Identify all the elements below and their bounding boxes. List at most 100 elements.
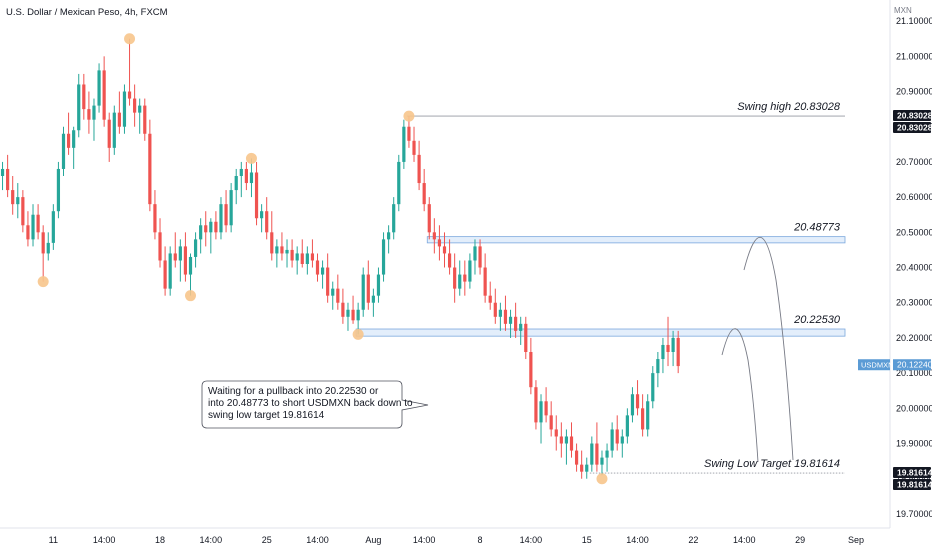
candle-down[interactable] — [529, 352, 533, 388]
candle-down[interactable] — [254, 172, 259, 219]
candle-up[interactable] — [646, 401, 650, 430]
candle-up[interactable] — [31, 214, 35, 240]
candle-down[interactable] — [412, 140, 416, 155]
zone-rectangle[interactable] — [355, 328, 846, 337]
candle-up[interactable] — [0, 168, 5, 176]
candle-down[interactable] — [326, 267, 330, 296]
candle-up[interactable] — [16, 197, 20, 205]
candle-down[interactable] — [595, 443, 599, 465]
projection-path[interactable] — [743, 236, 794, 461]
candle-up[interactable] — [519, 323, 523, 331]
candle-down[interactable] — [127, 91, 132, 99]
candle-down[interactable] — [559, 436, 563, 444]
price-axis[interactable]: 21.1000021.0000020.9000020.8000020.70000… — [896, 16, 932, 519]
candle-down[interactable] — [11, 190, 15, 205]
candle-down[interactable] — [641, 408, 645, 430]
candle-down[interactable] — [580, 464, 584, 472]
candle-up[interactable] — [361, 274, 365, 310]
candle-up[interactable] — [392, 204, 396, 233]
candle-up[interactable] — [371, 295, 375, 303]
candle-up[interactable] — [585, 464, 589, 472]
candle-down[interactable] — [427, 204, 431, 233]
candle-down[interactable] — [143, 105, 147, 134]
candle-up[interactable] — [620, 436, 624, 444]
candle-up[interactable] — [397, 161, 401, 205]
candle-down[interactable] — [407, 126, 411, 141]
candle-up[interactable] — [376, 274, 381, 296]
swing-marker[interactable] — [596, 473, 608, 485]
candle-up[interactable] — [285, 249, 289, 254]
candle-down[interactable] — [483, 267, 487, 296]
projection-path[interactable] — [721, 328, 759, 463]
candle-down[interactable] — [615, 429, 619, 444]
candle-down[interactable] — [447, 253, 452, 268]
candle-up[interactable] — [51, 211, 55, 243]
swing-marker[interactable] — [245, 152, 257, 164]
candle-down[interactable] — [493, 302, 497, 317]
candle-down[interactable] — [214, 221, 218, 233]
candle-down[interactable] — [514, 316, 518, 331]
candle-up[interactable] — [625, 415, 629, 437]
swing-marker[interactable] — [37, 276, 49, 288]
candle-down[interactable] — [315, 260, 320, 275]
candle-up[interactable] — [356, 309, 360, 321]
zone-rectangle[interactable] — [426, 236, 846, 244]
swing-marker[interactable] — [403, 110, 415, 122]
candle-down[interactable] — [478, 246, 482, 268]
candle-up[interactable] — [112, 112, 116, 148]
candle-down[interactable] — [148, 133, 152, 205]
candle-down[interactable] — [524, 323, 528, 352]
candle-up[interactable] — [193, 239, 198, 257]
candle-down[interactable] — [453, 267, 457, 289]
swing-marker[interactable] — [185, 290, 196, 302]
candle-up[interactable] — [229, 190, 233, 226]
candle-down[interactable] — [437, 239, 442, 247]
candle-up[interactable] — [209, 221, 213, 233]
candle-up[interactable] — [138, 105, 142, 113]
candle-down[interactable] — [173, 253, 177, 261]
candle-up[interactable] — [498, 309, 502, 317]
candle-down[interactable] — [6, 168, 10, 191]
candle-down[interactable] — [41, 232, 45, 254]
candle-up[interactable] — [508, 316, 513, 324]
candle-up[interactable] — [468, 260, 472, 282]
candle-down[interactable] — [488, 295, 492, 303]
candle-up[interactable] — [656, 359, 660, 374]
candle-down[interactable] — [26, 225, 30, 240]
candle-up[interactable] — [199, 225, 203, 240]
candle-up[interactable] — [539, 401, 543, 423]
candle-down[interactable] — [290, 249, 294, 261]
candle-up[interactable] — [651, 373, 655, 402]
candle-down[interactable] — [21, 197, 25, 226]
candle-up[interactable] — [178, 246, 182, 261]
candle-down[interactable] — [87, 109, 91, 120]
candle-down[interactable] — [341, 302, 345, 317]
candle-up[interactable] — [295, 253, 299, 261]
candle-up[interactable] — [61, 133, 66, 169]
candle-down[interactable] — [204, 225, 208, 233]
candle-down[interactable] — [534, 387, 538, 423]
candle-up[interactable] — [275, 246, 279, 254]
candle-down[interactable] — [280, 246, 284, 254]
candle-down[interactable] — [366, 274, 370, 303]
candle-down[interactable] — [153, 204, 157, 233]
candle-up[interactable] — [346, 309, 350, 317]
candle-up[interactable] — [610, 429, 614, 451]
candle-up[interactable] — [77, 84, 81, 131]
candle-up[interactable] — [671, 337, 675, 352]
candle-down[interactable] — [417, 154, 421, 184]
candle-down[interactable] — [310, 253, 315, 261]
candle-down[interactable] — [82, 84, 86, 110]
candle-up[interactable] — [249, 172, 254, 184]
candle-down[interactable] — [183, 246, 188, 275]
candle-down[interactable] — [224, 204, 228, 226]
candle-up[interactable] — [234, 176, 238, 191]
callout-box[interactable]: Waiting for a pullback into 20.22530 ori… — [201, 380, 429, 429]
candle-down[interactable] — [163, 260, 167, 289]
candle-down[interactable] — [66, 133, 71, 148]
candle-down[interactable] — [635, 394, 640, 409]
candle-down[interactable] — [432, 232, 436, 240]
candle-down[interactable] — [158, 232, 162, 261]
candle-up[interactable] — [305, 253, 309, 264]
